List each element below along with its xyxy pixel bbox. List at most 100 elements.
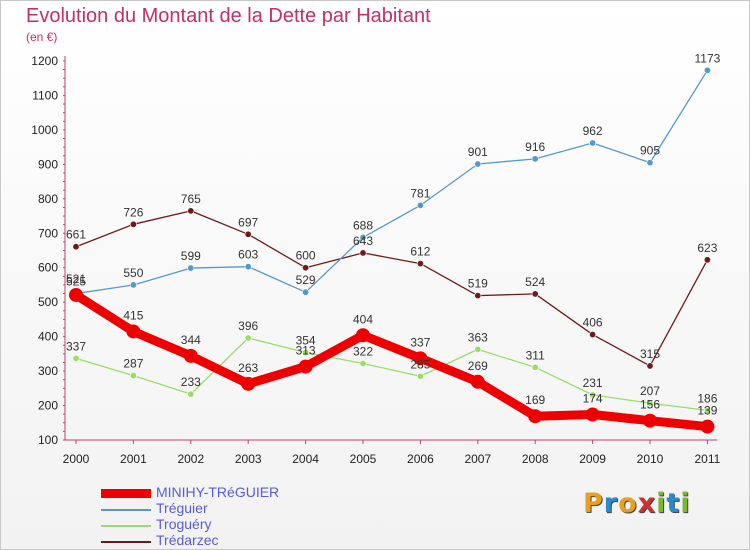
data-label-tredarzec: 519 — [468, 277, 488, 291]
data-point-treguier — [703, 66, 711, 74]
y-tick-label: 1000 — [31, 123, 58, 137]
data-point-minihy-treguier — [356, 328, 370, 343]
data-point-tredarzec — [474, 292, 482, 300]
data-label-minihy-treguier: 169 — [525, 393, 545, 407]
data-point-minihy-treguier — [298, 359, 313, 374]
data-point-troguery — [646, 399, 654, 407]
data-label-tredarzec: 600 — [296, 249, 316, 263]
data-label-minihy-treguier: 269 — [468, 359, 488, 373]
x-tick-label: 2009 — [579, 452, 606, 466]
legend-swatch — [101, 541, 151, 543]
data-point-tredarzec — [589, 331, 597, 339]
data-point-minihy-treguier — [183, 348, 198, 363]
data-point-troguery — [474, 345, 482, 353]
chart-unit-label: (en €) — [26, 30, 58, 44]
data-label-troguery: 285 — [410, 357, 430, 371]
data-label-troguery: 233 — [181, 375, 201, 389]
logo-letter: i — [680, 488, 691, 519]
data-label-treguier: 962 — [583, 124, 603, 138]
data-point-treguier — [589, 139, 597, 147]
data-point-troguery — [359, 360, 367, 368]
data-point-treguier — [646, 159, 654, 167]
data-label-minihy-treguier: 521 — [66, 272, 86, 286]
y-tick-label: 700 — [38, 226, 58, 240]
data-point-minihy-treguier — [413, 351, 428, 366]
data-label-tredarzec: 643 — [353, 234, 373, 248]
y-tick-label: 1100 — [32, 88, 58, 102]
data-point-minihy-treguier — [643, 413, 657, 428]
y-tick-label: 200 — [38, 399, 58, 413]
y-tick-label: 600 — [38, 261, 58, 275]
data-point-troguery — [129, 372, 137, 380]
data-point-troguery — [302, 348, 310, 356]
logo-letter: x — [637, 488, 657, 519]
data-label-troguery: 322 — [353, 345, 373, 359]
data-point-treguier — [474, 160, 482, 168]
data-label-minihy-treguier: 139 — [697, 404, 717, 418]
data-label-tredarzec: 623 — [697, 241, 717, 255]
data-point-minihy-treguier — [700, 419, 715, 434]
legend-label: Trédarzec — [156, 532, 219, 548]
data-point-minihy-treguier — [528, 409, 543, 424]
data-label-treguier: 1173 — [694, 51, 720, 65]
chart-title: Evolution du Montant de la Dette par Hab… — [26, 5, 431, 27]
data-point-treguier — [244, 263, 252, 271]
x-tick-label: 2006 — [407, 452, 434, 466]
legend-swatch — [101, 489, 151, 498]
data-point-tredarzec — [359, 249, 367, 257]
data-point-tredarzec — [129, 220, 137, 228]
data-point-tredarzec — [302, 264, 310, 272]
x-tick-label: 2008 — [522, 452, 549, 466]
data-point-tredarzec — [416, 260, 424, 268]
data-point-minihy-treguier — [585, 407, 600, 422]
data-label-treguier: 688 — [353, 218, 373, 232]
x-tick-label: 2011 — [694, 452, 720, 466]
data-point-troguery — [416, 372, 424, 380]
y-tick-label: 800 — [38, 192, 58, 206]
x-tick-label: 2000 — [63, 452, 90, 466]
legend-swatch — [101, 509, 151, 511]
x-tick-label: 2002 — [177, 452, 204, 466]
data-label-treguier: 781 — [410, 186, 430, 200]
data-point-treguier — [129, 281, 137, 289]
data-label-treguier: 599 — [181, 249, 201, 263]
data-label-troguery: 311 — [526, 348, 545, 362]
data-label-minihy-treguier: 337 — [410, 335, 430, 349]
logo-letter: r — [603, 488, 619, 519]
data-label-treguier: 550 — [123, 266, 143, 280]
legend-label: MINIHY-TRéGUIER — [156, 484, 280, 500]
data-label-tredarzec: 697 — [238, 215, 258, 229]
data-point-treguier — [187, 264, 195, 272]
series-line-treguier — [75, 69, 709, 295]
data-label-treguier: 901 — [468, 145, 488, 159]
data-label-troguery: 287 — [123, 357, 143, 371]
x-tick-label: 2010 — [637, 452, 664, 466]
data-point-treguier — [302, 288, 310, 296]
legend-label: Tréguier — [156, 500, 208, 516]
x-tick-label: 2003 — [235, 452, 262, 466]
data-label-tredarzec: 661 — [66, 228, 86, 242]
data-label-troguery: 231 — [583, 376, 603, 390]
data-point-troguery — [531, 363, 539, 371]
data-point-tredarzec — [72, 243, 80, 251]
data-label-troguery: 396 — [238, 319, 258, 333]
logo-letter: P — [583, 488, 604, 519]
data-label-troguery: 354 — [296, 333, 316, 347]
y-tick-label: 900 — [38, 157, 58, 171]
data-label-minihy-treguier: 263 — [238, 361, 258, 375]
series-line-tredarzec — [75, 210, 709, 367]
logo-letter: t — [666, 488, 681, 519]
data-point-troguery — [72, 354, 80, 362]
data-label-troguery: 207 — [640, 384, 660, 398]
x-tick-label: 2005 — [350, 452, 377, 466]
data-label-minihy-treguier: 313 — [296, 344, 316, 358]
proxiti-logo: Proxiti — [583, 488, 691, 519]
data-point-troguery — [244, 334, 252, 342]
data-label-troguery: 337 — [66, 339, 86, 353]
data-point-minihy-treguier — [126, 324, 141, 339]
data-label-treguier: 529 — [296, 273, 316, 287]
data-label-minihy-treguier: 404 — [353, 312, 373, 326]
data-label-tredarzec: 765 — [181, 192, 201, 206]
data-point-tredarzec — [244, 230, 252, 238]
